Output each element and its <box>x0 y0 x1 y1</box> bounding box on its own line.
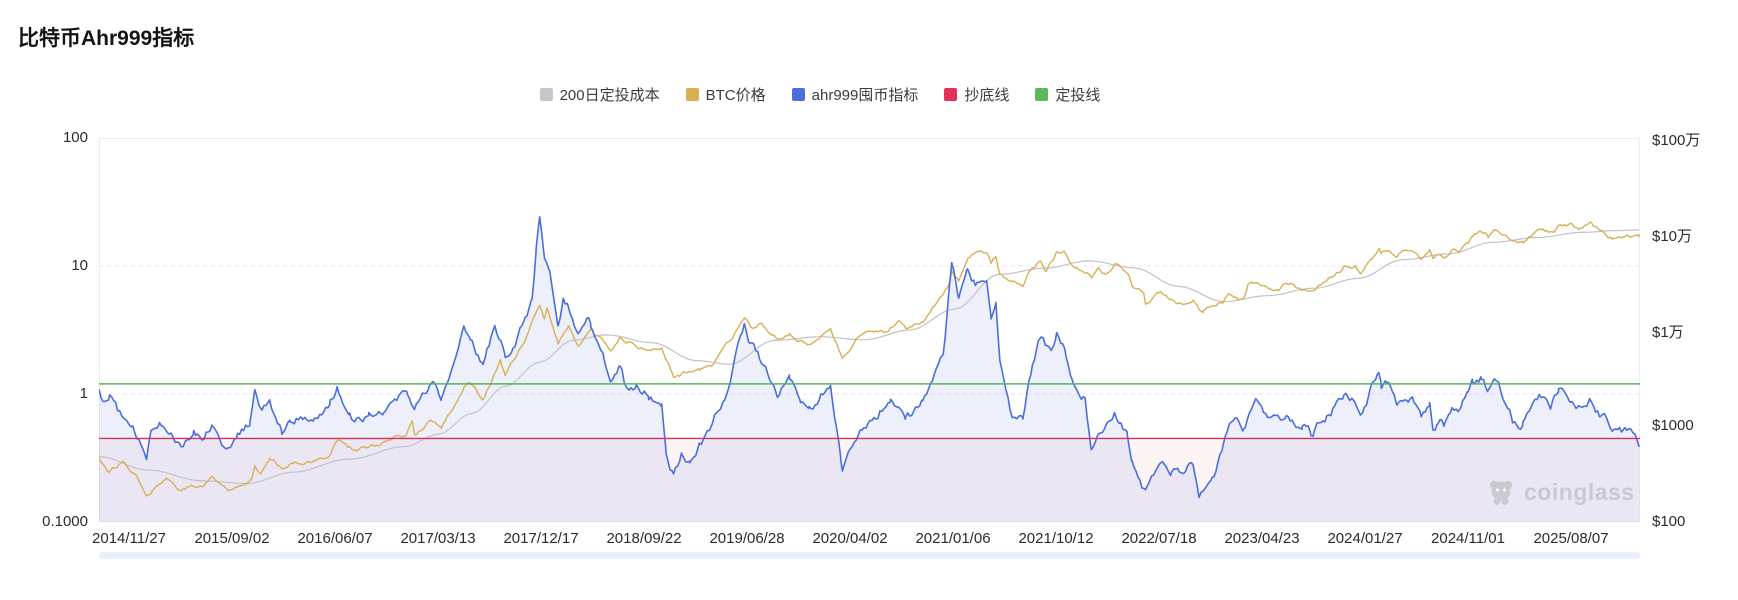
ahr999-area-fill <box>99 216 1639 522</box>
legend-item-3[interactable]: 抄底线 <box>944 84 1009 105</box>
y-axis-right-tick: $100万 <box>1652 132 1701 149</box>
y-axis-right-tick: $10万 <box>1652 228 1693 245</box>
x-axis-tick: 2017/03/13 <box>400 530 476 547</box>
x-axis-tick: 2019/06/28 <box>709 530 785 547</box>
legend-swatch-icon <box>685 88 699 101</box>
legend-swatch-icon <box>791 88 805 101</box>
x-axis-tick: 2021/01/06 <box>915 530 991 547</box>
y-axis-right-tick: $100 <box>1652 513 1686 530</box>
legend-label: 抄底线 <box>964 87 1010 104</box>
chart-legend: 200日定投成本 BTC价格 ahr999囤币指标 抄底线 定投线 <box>0 84 1640 105</box>
x-axis-tick: 2024/11/01 <box>1431 530 1505 547</box>
x-axis-tick: 2024/01/27 <box>1327 530 1403 547</box>
watermark-text: coinglass <box>1524 478 1635 505</box>
x-axis-tick: 2020/04/02 <box>812 530 888 547</box>
coinglass-logo-icon <box>1489 480 1513 506</box>
x-axis-tick: 2025/08/07 <box>1533 530 1609 547</box>
y-axis-left-tick: 0.1000 <box>42 513 88 530</box>
legend-swatch-icon <box>944 88 958 101</box>
x-axis-tick: 2015/09/02 <box>194 530 270 547</box>
y-axis-left-tick: 10 <box>71 257 88 274</box>
legend-label: ahr999囤币指标 <box>811 87 919 104</box>
page-title: 比特币Ahr999指标 <box>18 27 195 50</box>
x-axis-tick: 2018/09/22 <box>606 530 682 547</box>
chart-plot-area[interactable] <box>99 138 1640 522</box>
datazoom-strip[interactable] <box>99 552 1640 559</box>
below-bottom-fishing-band <box>99 438 1640 522</box>
x-axis-tick: 2023/04/23 <box>1224 530 1300 547</box>
x-axis-tick: 2021/10/12 <box>1018 530 1094 547</box>
chart-canvas[interactable] <box>99 138 1640 522</box>
watermark: coinglass <box>1486 477 1635 507</box>
x-axis-tick: 2016/06/07 <box>297 530 373 547</box>
y-axis-left-tick: 1 <box>79 385 88 402</box>
x-axis-tick: 2017/12/17 <box>503 530 579 547</box>
legend-item-0[interactable]: 200日定投成本 <box>539 84 660 105</box>
legend-item-2[interactable]: ahr999囤币指标 <box>791 84 919 105</box>
legend-label: BTC价格 <box>705 87 766 104</box>
legend-label: 定投线 <box>1055 87 1101 104</box>
legend-swatch-icon <box>1035 88 1049 101</box>
y-axis-right-tick: $1万 <box>1652 324 1684 341</box>
series-200day-dca-cost <box>99 229 1640 485</box>
legend-item-4[interactable]: 定投线 <box>1035 84 1100 105</box>
series-btc-price <box>99 221 1640 497</box>
x-axis-tick: 2022/07/18 <box>1121 530 1197 547</box>
y-axis-left-tick: 100 <box>62 129 88 146</box>
legend-swatch-icon <box>539 88 553 101</box>
legend-item-1[interactable]: BTC价格 <box>685 84 766 105</box>
x-axis-tick: 2014/11/27 <box>92 530 166 547</box>
legend-label: 200日定投成本 <box>559 87 660 104</box>
y-axis-right-tick: $1000 <box>1652 417 1694 434</box>
